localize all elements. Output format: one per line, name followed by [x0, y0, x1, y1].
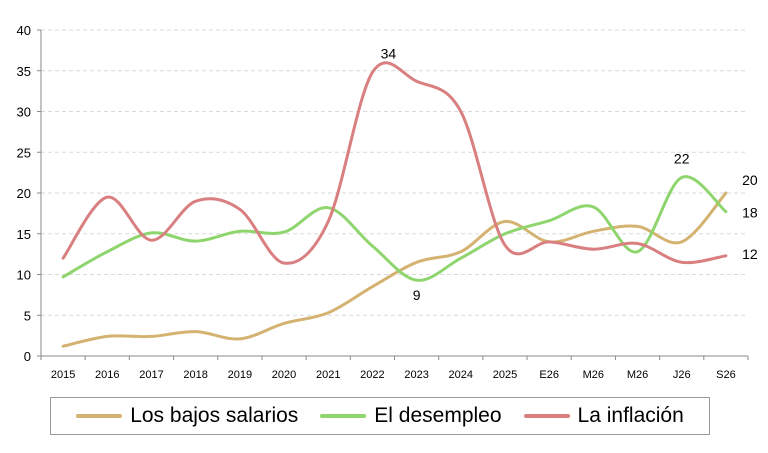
legend-label-salarios: Los bajos salarios [130, 404, 299, 427]
legend-swatch-salarios [76, 414, 123, 418]
x-tick-label: 2016 [95, 369, 119, 381]
legend-item-desempleo: El desempleo [320, 404, 502, 428]
y-tick-label: 30 [17, 105, 31, 120]
legend-label-desempleo: El desempleo [374, 404, 502, 427]
x-tick-label: J26 [673, 369, 691, 381]
legend-label-inflacion: La inflación [577, 404, 684, 427]
x-tick-label: 2024 [449, 369, 473, 381]
data-label-inflacion: 34 [381, 45, 397, 61]
x-tick-label: 2015 [51, 369, 75, 381]
y-tick-labels: 0 5 10 15 20 25 30 35 40 [17, 23, 41, 364]
y-tick-label: 35 [17, 64, 31, 79]
legend-swatch-desempleo [320, 414, 367, 418]
y-tick-label: 20 [17, 186, 31, 201]
x-tick-label: S26 [716, 369, 736, 381]
legend: Los bajos salarios El desempleo La infla… [50, 397, 710, 435]
x-tick-label: M26 [627, 369, 648, 381]
data-label-salarios: 20 [742, 172, 758, 188]
series-line-salarios [61, 191, 728, 348]
y-tick-label: 10 [17, 268, 31, 283]
x-tick-label: E26 [539, 369, 559, 381]
y-tick-label: 40 [17, 23, 31, 38]
series-line-desempleo [61, 175, 728, 282]
x-tick-label: 2021 [316, 369, 340, 381]
data-label-desempleo: 22 [674, 151, 690, 167]
x-tick-label: 2019 [228, 369, 252, 381]
series-line-inflacion [61, 61, 728, 265]
y-tick-label: 15 [17, 227, 31, 242]
y-tick-label: 0 [24, 349, 31, 364]
data-labels: 20 9 22 18 34 12 [381, 45, 758, 303]
legend-swatch-inflacion [523, 414, 570, 418]
legend-item-inflacion: La inflación [523, 404, 684, 428]
x-tick-labels: 2015 2016 2017 2018 2019 2020 2021 2022 2023 2024… [40, 356, 749, 381]
x-tick-label: 2018 [183, 369, 207, 381]
data-label-desempleo: 18 [742, 205, 758, 221]
series-lines [61, 61, 728, 348]
x-tick-label: 2020 [272, 369, 296, 381]
x-tick-label: 2017 [139, 369, 163, 381]
x-tick-label: 2025 [493, 369, 517, 381]
y-tick-label: 5 [24, 308, 31, 323]
x-tick-label: 2022 [360, 369, 384, 381]
data-label-desempleo: 9 [413, 287, 421, 303]
data-label-inflacion: 12 [742, 246, 758, 262]
x-tick-label: 2023 [404, 369, 428, 381]
x-tick-label: M26 [583, 369, 604, 381]
y-tick-label: 25 [17, 145, 31, 160]
legend-item-salarios: Los bajos salarios [76, 404, 298, 428]
